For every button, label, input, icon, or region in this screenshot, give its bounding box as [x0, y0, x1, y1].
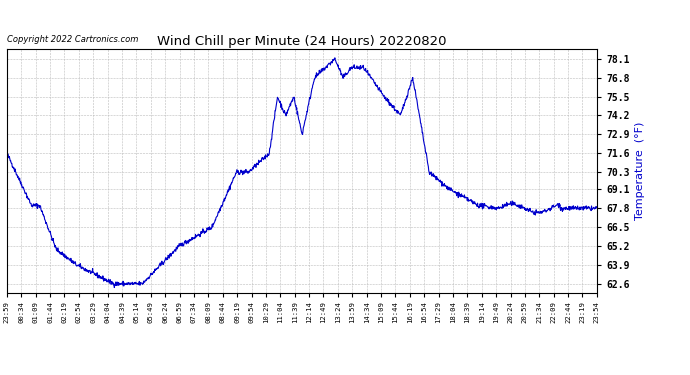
Text: Copyright 2022 Cartronics.com: Copyright 2022 Cartronics.com: [7, 35, 138, 44]
Title: Wind Chill per Minute (24 Hours) 20220820: Wind Chill per Minute (24 Hours) 2022082…: [157, 34, 446, 48]
Y-axis label: Temperature  (°F): Temperature (°F): [635, 122, 645, 220]
